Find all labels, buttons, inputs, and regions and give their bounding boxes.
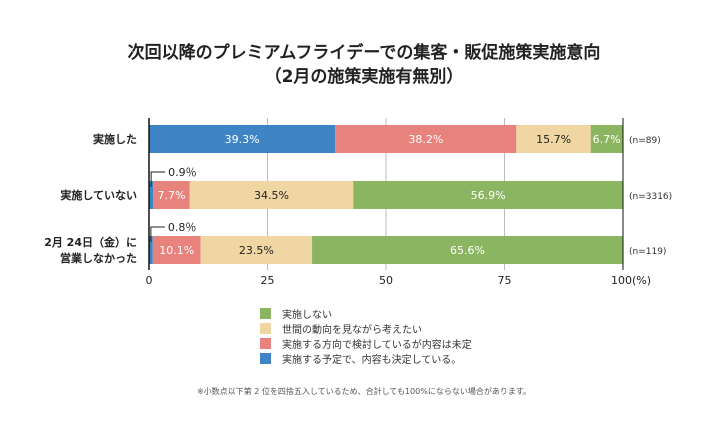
- legend-label: 実施しない: [282, 310, 332, 321]
- category-label: 実施した: [93, 132, 137, 146]
- leader-line: [150, 171, 166, 187]
- bar-segment: [516, 125, 591, 153]
- category-label: 実施していない: [60, 188, 137, 202]
- x-tick-label: 25: [261, 274, 275, 287]
- data-label: 23.5%: [239, 244, 274, 257]
- legend-swatch: [260, 308, 271, 319]
- bar-segment: [590, 125, 623, 153]
- x-tick-label: 0: [146, 274, 153, 287]
- legend-item: 実施する方向で検討しているが内容は未定: [260, 336, 472, 351]
- bar-segment: [335, 125, 517, 153]
- legend-label: 世間の動向を見ながら考えたい: [282, 325, 422, 336]
- legend-label: 実施する方向で検討しているが内容は未定: [282, 340, 472, 351]
- data-label: 15.7%: [536, 133, 571, 146]
- x-tick-label: 100(%): [611, 274, 651, 287]
- bar-segment: [153, 181, 190, 209]
- category-label: 営業しなかった: [60, 251, 137, 265]
- leader-line: [150, 226, 165, 242]
- bar-segment: [353, 181, 623, 209]
- data-label: 56.9%: [471, 189, 506, 202]
- data-label: 6.7%: [593, 133, 621, 146]
- data-label: 39.3%: [225, 133, 260, 146]
- data-label: 0.8％: [168, 221, 197, 234]
- bar-segment: [149, 125, 336, 153]
- legend: 実施しない世間の動向を見ながら考えたい実施する方向で検討しているが内容は未定 実施…: [260, 306, 472, 366]
- bar-segment: [200, 236, 313, 264]
- legend-swatch: [260, 353, 271, 364]
- legend-item: 世間の動向を見ながら考えたい: [260, 321, 472, 336]
- legend-item: 実施する予定で、内容も決定している。: [260, 351, 472, 366]
- data-label: 38.2%: [408, 133, 443, 146]
- chart-title: 次回以降のプレミアムフライデーでの集客・販促施策実施意向: [127, 43, 601, 63]
- bar-segment: [312, 236, 623, 264]
- data-label: 34.5%: [254, 189, 289, 202]
- footnote: ※小数点以下第 2 位を四捨五入しているため、合計しても100%にならない場合が…: [196, 387, 532, 396]
- bar-segment: [189, 181, 354, 209]
- bar-segment: [152, 236, 201, 264]
- sample-size-label: (n=119): [629, 247, 666, 257]
- legend-item: 実施しない: [260, 306, 472, 321]
- data-label: 7.7%: [158, 189, 186, 202]
- data-label: 10.1%: [159, 244, 194, 257]
- chart-subtitle: （2月の施策実施有無別）: [264, 67, 464, 87]
- sample-size-label: (n=3316): [629, 192, 672, 202]
- bar-segment: [149, 236, 153, 264]
- sample-size-label: (n=89): [629, 136, 661, 146]
- bar-segment: [149, 181, 154, 209]
- data-label: 0.9％: [168, 166, 197, 179]
- data-label: 65.6%: [450, 244, 485, 257]
- category-label: 2月 24日（金）に: [44, 235, 137, 249]
- legend-swatch: [260, 338, 271, 349]
- legend-label: 実施する予定で、内容も決定している。: [282, 355, 462, 366]
- x-tick-label: 50: [379, 274, 393, 287]
- x-tick-label: 75: [498, 274, 512, 287]
- legend-swatch: [260, 323, 271, 334]
